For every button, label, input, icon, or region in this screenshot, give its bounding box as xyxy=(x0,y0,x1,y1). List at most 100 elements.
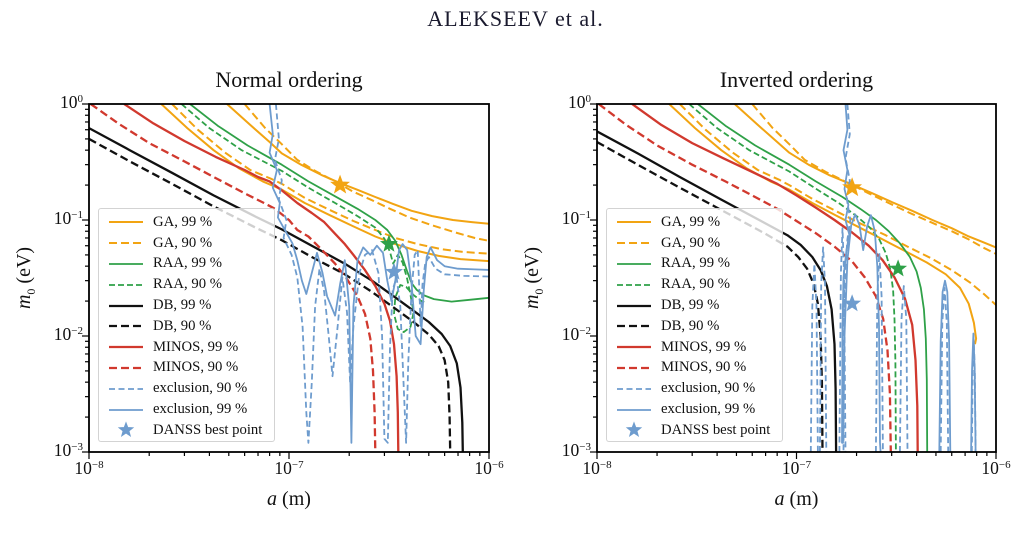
y-axis-unit: (eV) xyxy=(13,246,35,289)
curve xyxy=(734,104,996,249)
curve xyxy=(939,287,950,452)
legend-item: DANSS best point xyxy=(616,420,782,441)
curve xyxy=(243,104,489,242)
x-axis-variable: a xyxy=(774,488,785,510)
legend-line-swatch xyxy=(109,387,143,390)
x-axis-variable: a xyxy=(267,488,278,510)
legend-item: DB, 90 % xyxy=(108,316,274,337)
legend-item-label: DB, 90 % xyxy=(661,317,720,334)
legend-item: DB, 99 % xyxy=(616,295,782,316)
x-axis-label: a (m) xyxy=(89,488,489,511)
curve xyxy=(899,285,909,452)
danss-best-point-star-icon xyxy=(385,262,403,280)
curve xyxy=(160,104,489,263)
ga-best-point-star-icon xyxy=(842,177,863,197)
curve xyxy=(688,104,897,452)
legend-item-label: GA, 90 % xyxy=(153,234,213,251)
y-tick-label: 10−2 xyxy=(53,324,83,344)
legend-item-label: MINOS, 90 % xyxy=(153,359,239,376)
plot-title: Normal ordering xyxy=(215,67,363,92)
legend-item-label: DB, 99 % xyxy=(153,297,212,314)
curves-layer xyxy=(597,104,996,452)
y-tick-label: 10−1 xyxy=(53,208,83,228)
curve xyxy=(598,104,892,452)
legend-item: DANSS best point xyxy=(108,420,274,441)
y-axis-subscript: 0 xyxy=(24,288,38,295)
legend-line-swatch xyxy=(617,325,651,328)
legend-line-swatch xyxy=(617,263,651,265)
legend-item-label: GA, 99 % xyxy=(153,213,213,230)
legend: GA, 99 % GA, 90 % RAA, 99 % RAA, 90 % DB, 99… xyxy=(606,208,783,442)
curve xyxy=(841,104,882,452)
curve xyxy=(180,104,428,333)
x-tick-label: 10−8 xyxy=(582,458,612,478)
legend-item-label: RAA, 99 % xyxy=(153,255,222,272)
y-axis-label: m0 (eV) xyxy=(519,104,549,452)
legend-line-swatch xyxy=(617,387,651,390)
legend-item: GA, 90 % xyxy=(616,233,782,254)
curve xyxy=(970,332,977,452)
curve xyxy=(819,246,828,452)
legend-line-swatch xyxy=(617,242,651,245)
x-axis-label: a (m) xyxy=(597,488,996,511)
legend-item: GA, 99 % xyxy=(108,212,274,233)
legend-item: MINOS, 90 % xyxy=(108,358,274,379)
y-tick-label: 10−3 xyxy=(561,440,591,460)
legend-item: RAA, 99 % xyxy=(616,254,782,275)
curve xyxy=(697,104,929,452)
curve xyxy=(875,252,884,452)
x-tick-label: 10−6 xyxy=(981,458,1011,478)
star-icon xyxy=(625,421,643,438)
x-tick-label: 10−7 xyxy=(274,458,304,478)
legend-item-label: exclusion, 90 % xyxy=(661,380,756,397)
ga-best-point-star-icon xyxy=(330,174,350,194)
legend: GA, 99 % GA, 90 % RAA, 99 % RAA, 90 % DB, 99… xyxy=(98,208,275,442)
y-tick-labels: 100 10−1 10−2 10−3 xyxy=(29,93,83,458)
star-icon xyxy=(117,421,135,438)
danss-best-point-star-icon xyxy=(843,294,862,312)
legend-item: RAA, 90 % xyxy=(616,274,782,295)
legend-item: exclusion, 99 % xyxy=(108,399,274,420)
legend-item-label: RAA, 90 % xyxy=(153,276,222,293)
curve xyxy=(809,262,819,452)
legend-item-label: DANSS best point xyxy=(153,421,263,438)
legend-line-swatch xyxy=(109,242,143,245)
legend-line-swatch xyxy=(109,221,143,224)
legend-item-label: MINOS, 99 % xyxy=(661,338,747,355)
legend-item: DB, 99 % xyxy=(108,295,274,316)
plot-area xyxy=(82,103,490,459)
curves-layer xyxy=(89,104,489,452)
legend-item-label: exclusion, 90 % xyxy=(153,380,248,397)
y-axis-variable: m xyxy=(521,294,543,310)
raa-best-point-star-icon xyxy=(379,234,398,252)
legend-line-swatch xyxy=(617,304,651,307)
curve xyxy=(226,104,489,225)
curve xyxy=(189,104,489,303)
curve xyxy=(842,104,852,452)
legend-item: DB, 90 % xyxy=(616,316,782,337)
plot-area xyxy=(590,103,997,459)
curve xyxy=(938,279,952,452)
legend-item-label: exclusion, 99 % xyxy=(661,401,756,418)
curve xyxy=(268,104,489,444)
plot-title: Inverted ordering xyxy=(719,67,874,92)
y-tick-label: 100 xyxy=(568,92,591,112)
y-tick-label: 10−2 xyxy=(561,324,591,344)
legend-item-label: MINOS, 99 % xyxy=(153,338,239,355)
y-axis-unit: (eV) xyxy=(521,246,543,289)
curve xyxy=(89,137,452,452)
legend-item-label: GA, 90 % xyxy=(661,234,721,251)
legend-item: exclusion, 90 % xyxy=(616,378,782,399)
legend-item-label: MINOS, 90 % xyxy=(661,359,747,376)
legend-item-label: GA, 99 % xyxy=(661,213,721,230)
legend-line-swatch xyxy=(617,221,651,224)
legend-line-swatch xyxy=(617,283,651,286)
curve xyxy=(171,104,489,255)
legend-item: RAA, 90 % xyxy=(108,274,274,295)
legend-item: MINOS, 99 % xyxy=(108,337,274,358)
legend-line-swatch xyxy=(109,325,143,328)
y-axis-variable: m xyxy=(13,294,35,310)
y-axis-subscript: 0 xyxy=(532,288,546,295)
legend-item-label: DANSS best point xyxy=(661,421,771,438)
